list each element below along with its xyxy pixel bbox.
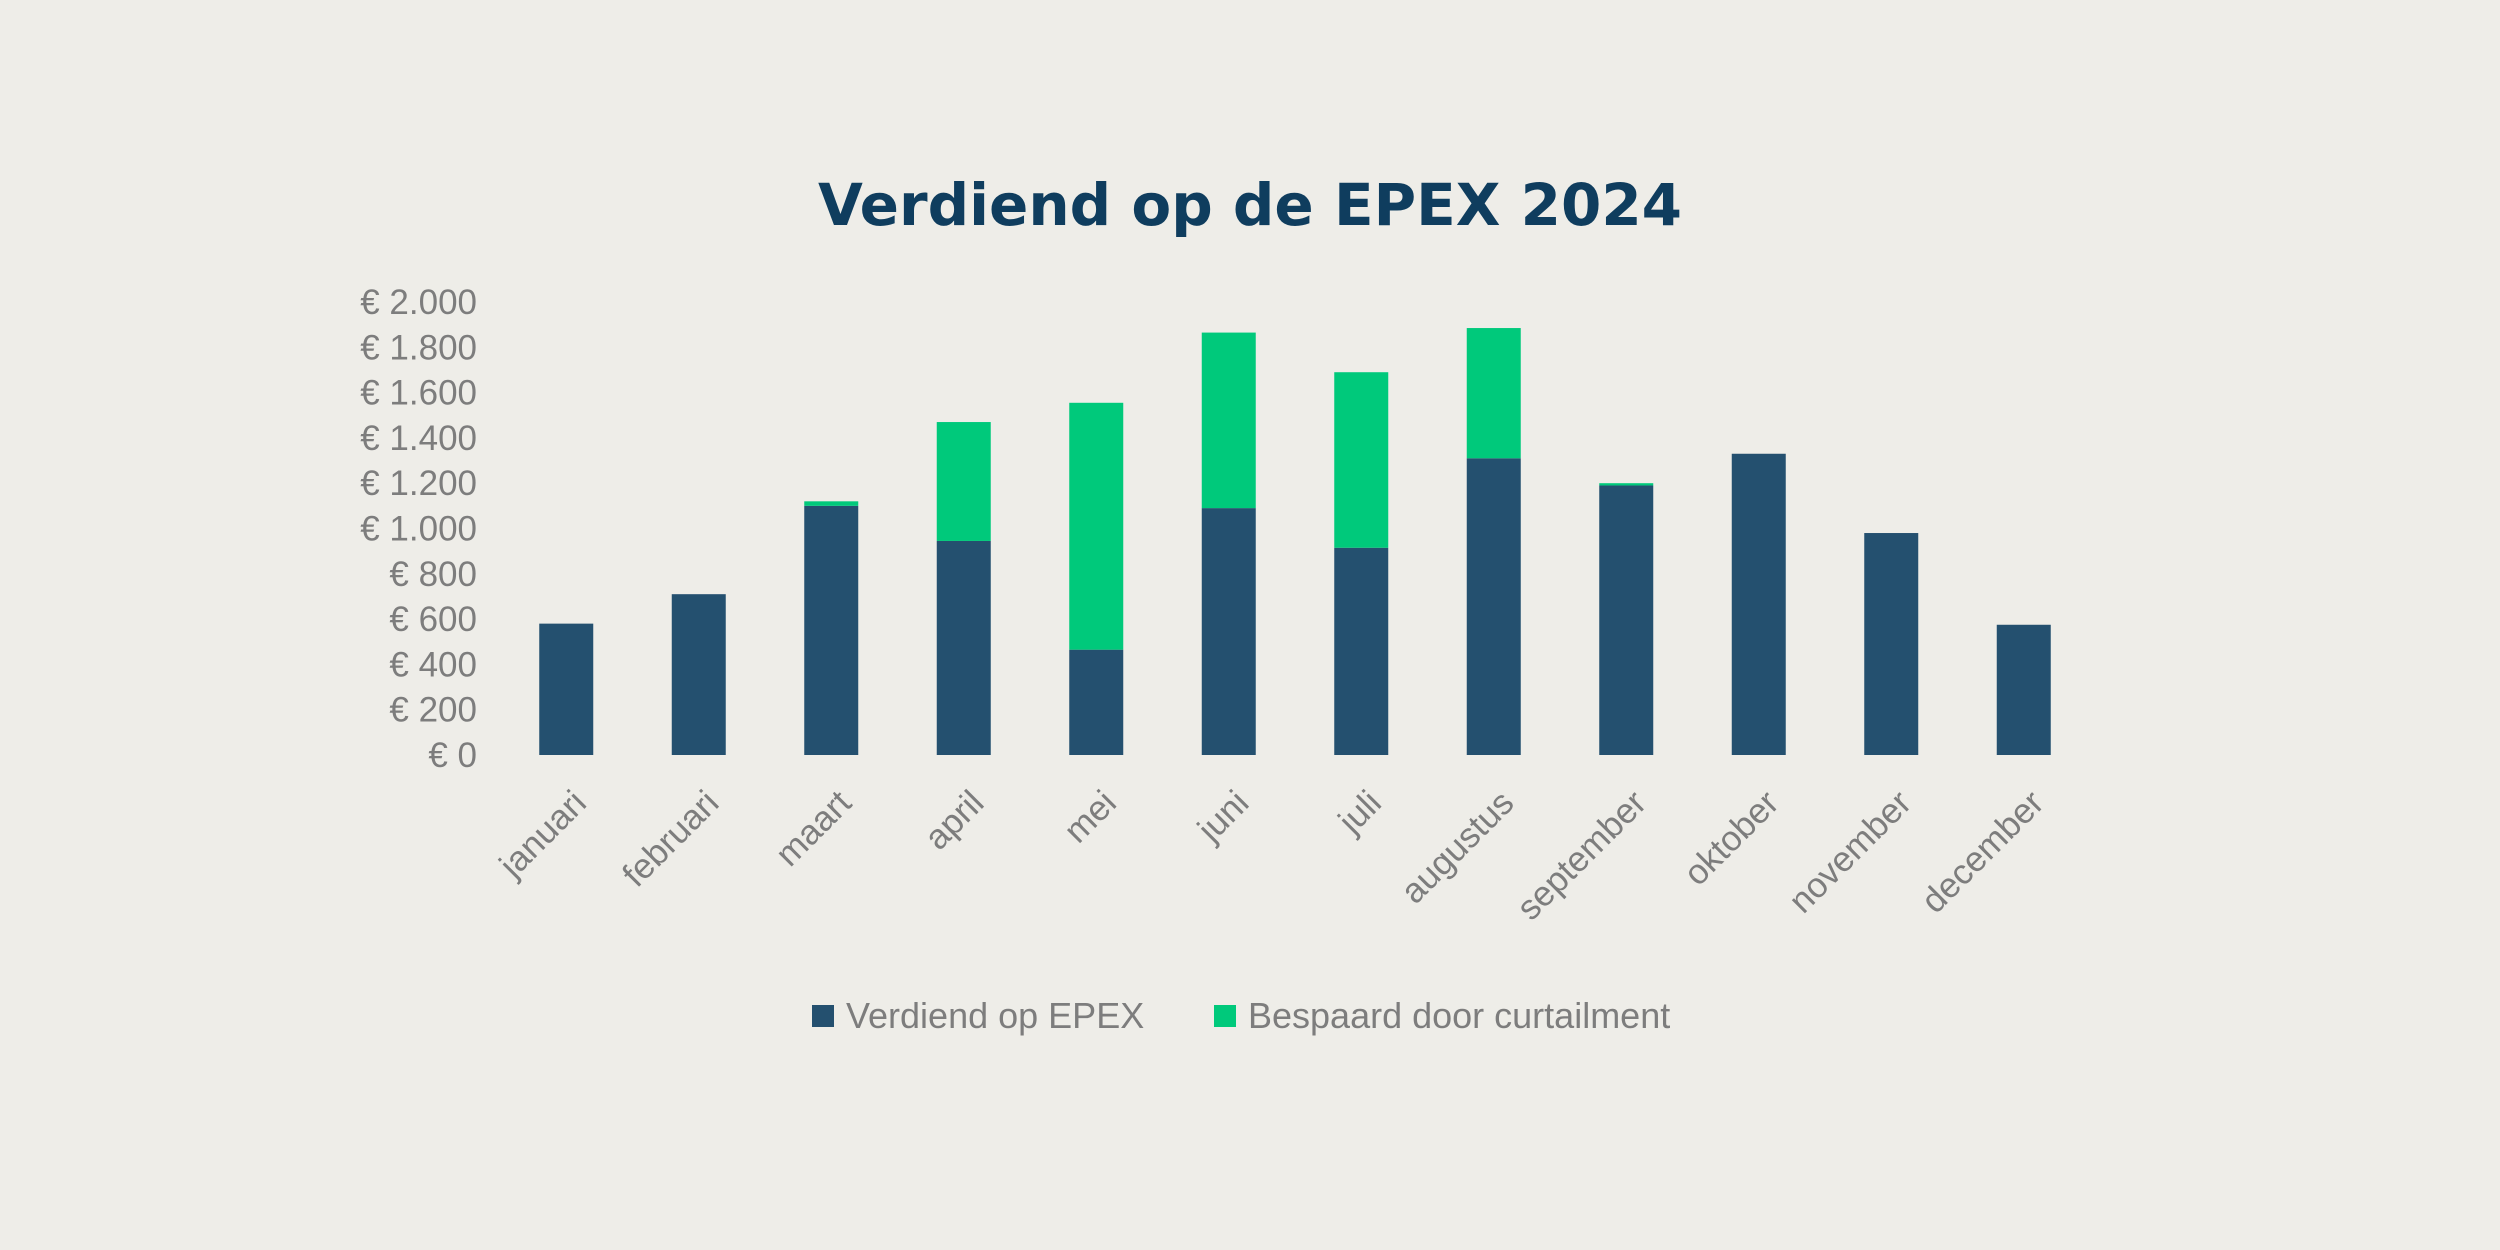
x-tick-label: januari: [491, 783, 594, 886]
x-tick-label: september: [1509, 783, 1654, 928]
chart-title: Verdiend op de EPEX 2024: [818, 171, 1682, 239]
bar-bespaard-september: [1599, 483, 1654, 486]
x-tick-label: maart: [768, 783, 859, 874]
bar-verdiend-april: [936, 540, 991, 755]
x-tick-label: oktober: [1676, 783, 1786, 893]
bar-verdiend-oktober: [1731, 453, 1786, 755]
y-tick-label: € 600: [389, 600, 477, 639]
x-tick-label: mei: [1056, 783, 1123, 850]
x-tick-label: november: [1781, 783, 1919, 921]
bar-verdiend-mei: [1069, 649, 1124, 755]
x-axis: januari februari maart april mei juni juli augu…: [491, 783, 2051, 928]
x-tick-label: juni: [1190, 783, 1257, 850]
bar-verdiend-augustus: [1466, 458, 1521, 755]
y-axis: € 0 € 200 € 400 € 600 € 800 € 1.000 € 1.200 € 1…: [360, 283, 477, 775]
bar-bespaard-augustus: [1466, 328, 1521, 459]
y-tick-label: € 2.000: [360, 283, 477, 322]
x-tick-label: juli: [1330, 783, 1389, 842]
x-tick-label: augustus: [1393, 783, 1521, 911]
bar-verdiend-november: [1864, 533, 1919, 755]
bar-verdiend-januari: [539, 623, 594, 755]
legend-swatch: [1214, 1005, 1236, 1027]
bar-verdiend-juli: [1334, 547, 1389, 755]
x-tick-label: december: [1914, 783, 2052, 921]
bar-verdiend-februari: [671, 594, 726, 755]
bar-verdiend-maart: [804, 505, 859, 755]
bar-bespaard-juli: [1334, 372, 1389, 548]
bar-verdiend-september: [1599, 485, 1654, 755]
bar-verdiend-juni: [1201, 508, 1256, 755]
y-tick-label: € 400: [389, 645, 477, 684]
legend-swatch: [812, 1005, 834, 1027]
x-tick-label: april: [917, 783, 991, 857]
bar-bespaard-juni: [1201, 332, 1256, 509]
legend: Verdiend op EPEX Bespaard door curtailmen…: [812, 995, 1670, 1036]
y-tick-label: € 1.000: [360, 510, 477, 549]
y-tick-label: € 1.800: [360, 328, 477, 367]
bar-bespaard-april: [936, 422, 991, 541]
y-tick-label: € 800: [389, 555, 477, 594]
y-tick-label: € 1.600: [360, 374, 477, 413]
bar-verdiend-december: [1996, 624, 2051, 755]
y-tick-label: € 1.400: [360, 419, 477, 458]
bar-bespaard-maart: [804, 501, 859, 506]
x-tick-label: februari: [615, 783, 726, 894]
legend-label: Verdiend op EPEX: [846, 995, 1144, 1036]
bar-bespaard-mei: [1069, 402, 1124, 650]
y-tick-label: € 200: [389, 691, 477, 730]
y-tick-label: € 1.200: [360, 464, 477, 503]
bars: [539, 328, 2051, 755]
y-tick-label: € 0: [428, 736, 477, 775]
legend-label: Bespaard door curtailment: [1248, 995, 1670, 1036]
